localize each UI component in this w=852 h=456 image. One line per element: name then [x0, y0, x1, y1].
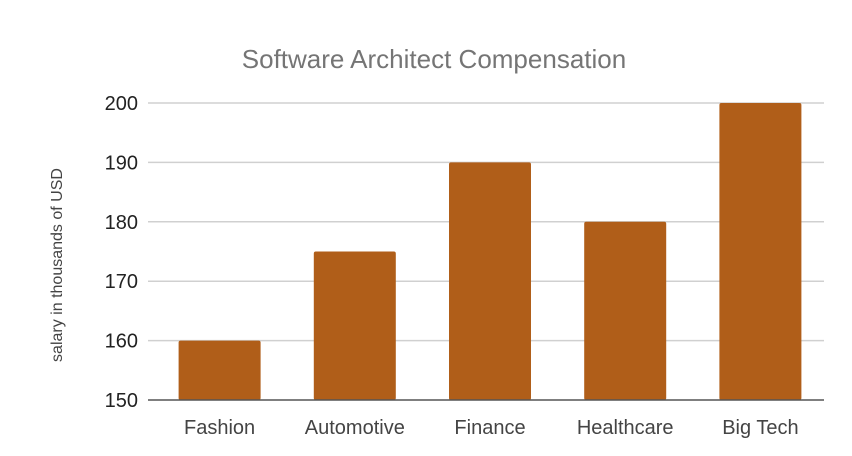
x-tick-label: Automotive — [305, 417, 405, 439]
y-tick-label: 190 — [105, 152, 138, 174]
y-tick-label: 180 — [105, 212, 138, 234]
x-tick-label: Fashion — [184, 417, 255, 439]
labels: Software Architect Compensation salary i… — [49, 44, 799, 439]
bar-automotive — [313, 251, 396, 400]
y-tick-label: 150 — [105, 390, 138, 412]
y-axis-label: salary in thousands of USD — [49, 168, 66, 362]
y-tick-label: 170 — [105, 271, 138, 293]
chart-title: Software Architect Compensation — [242, 44, 626, 74]
bar-big-tech — [719, 103, 802, 400]
bar-fashion — [178, 340, 261, 400]
bar-finance — [449, 162, 531, 400]
bar-healthcare — [584, 221, 667, 400]
y-tick-label: 160 — [105, 331, 138, 353]
bars — [178, 103, 802, 400]
x-tick-label: Big Tech — [722, 417, 798, 439]
y-tick-label: 200 — [105, 93, 138, 115]
x-tick-label: Finance — [454, 417, 525, 439]
x-tick-label: Healthcare — [577, 417, 674, 439]
